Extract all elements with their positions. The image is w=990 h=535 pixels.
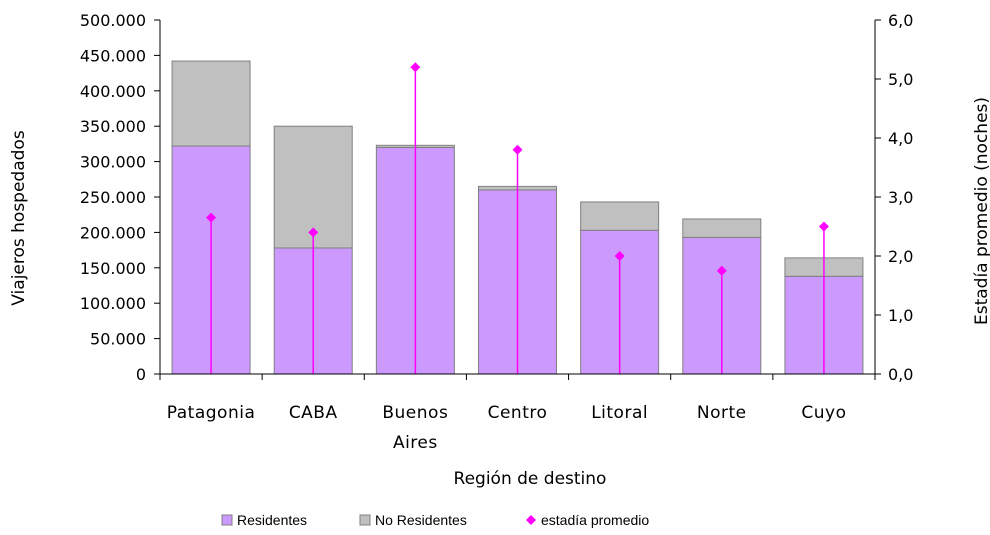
x-tick-label: Centro bbox=[488, 403, 548, 423]
x-tick-label: Patagonia bbox=[167, 403, 256, 423]
y-tick-label: 50.000 bbox=[90, 330, 146, 349]
estadia-point-7 bbox=[818, 221, 829, 232]
y-tick-label: 300.000 bbox=[80, 153, 146, 172]
y-tick-label: 250.000 bbox=[80, 188, 146, 207]
estadia-point-4 bbox=[512, 144, 523, 155]
legend-label-3: estadía promedio bbox=[541, 512, 649, 528]
x-tick-label: Aires bbox=[393, 433, 438, 453]
estadia-point-6 bbox=[716, 265, 727, 276]
y-tick-label: 450.000 bbox=[80, 46, 146, 65]
legend-swatch-3 bbox=[526, 515, 536, 525]
y2-tick-label: 4,0 bbox=[888, 129, 913, 148]
legend: Residentes No Residentes estadía promedio bbox=[221, 512, 649, 528]
y2-tick-label: 3,0 bbox=[888, 188, 913, 207]
x-tick-label: Cuyo bbox=[801, 403, 846, 423]
bar-no-residentes-6 bbox=[682, 218, 762, 238]
y2-tick-label: 1,0 bbox=[888, 306, 913, 325]
y2-axis-title: Estadía promedio (noches) bbox=[972, 97, 990, 325]
estadia-point-5 bbox=[614, 251, 625, 261]
estadia-point-1 bbox=[206, 212, 217, 223]
y-tick-label: 400.000 bbox=[80, 82, 146, 101]
y-tick-label: 200.000 bbox=[80, 223, 146, 242]
y2-tick-label: 6,0 bbox=[888, 11, 913, 30]
estadia-point-3 bbox=[410, 62, 421, 73]
y-tick-label: 0 bbox=[136, 365, 146, 384]
x-axis-title: Región de destino bbox=[454, 469, 607, 489]
y2-tick-label: 0,0 bbox=[888, 365, 913, 384]
legend-swatch-2 bbox=[359, 514, 371, 526]
bar-no-residentes-5 bbox=[580, 201, 660, 231]
x-tick-label: Litoral bbox=[591, 403, 648, 423]
y-axis-title: Viajeros hospedados bbox=[9, 130, 29, 306]
axes-layer: 0 50.000 100.000 150.000 200.000 250.000 300.0… bbox=[80, 11, 914, 453]
legend-swatch-1 bbox=[221, 514, 233, 526]
y2-tick-label: 2,0 bbox=[888, 247, 913, 266]
legend-label-2: No Residentes bbox=[375, 512, 467, 528]
y2-tick-label: 5,0 bbox=[888, 70, 913, 89]
points-layer bbox=[206, 62, 829, 374]
y-tick-label: 150.000 bbox=[80, 259, 146, 278]
x-tick-label: CABA bbox=[289, 403, 338, 423]
legend-label-1: Residentes bbox=[237, 512, 307, 528]
x-tick-label: Buenos bbox=[382, 403, 448, 423]
estadia-point-2 bbox=[308, 227, 319, 238]
bar-no-residentes-1 bbox=[171, 60, 251, 147]
y-tick-label: 350.000 bbox=[80, 117, 146, 136]
y-tick-label: 500.000 bbox=[80, 11, 146, 30]
x-tick-label: Norte bbox=[697, 403, 747, 423]
y-tick-label: 100.000 bbox=[80, 294, 146, 313]
